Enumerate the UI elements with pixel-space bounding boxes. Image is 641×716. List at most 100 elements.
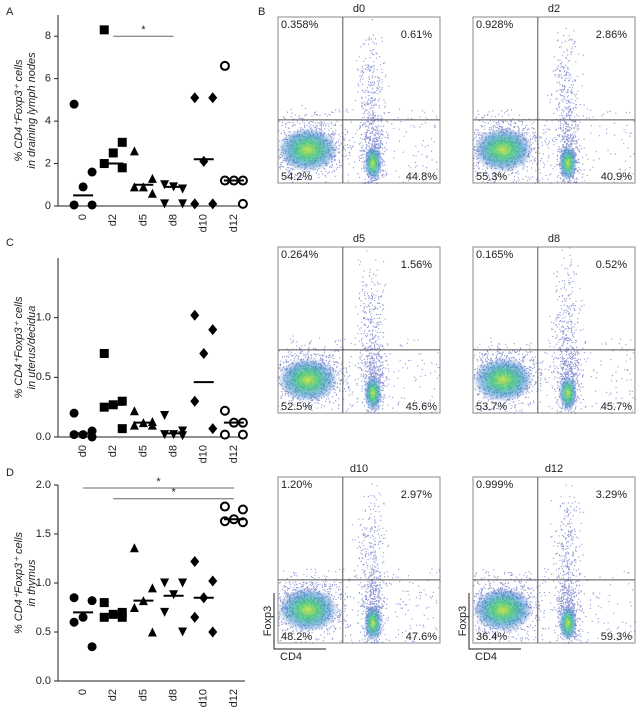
y-tick-label: 1.0	[36, 577, 51, 589]
quadrant-label: 0.165%	[476, 249, 514, 261]
dot	[99, 612, 109, 622]
y-axis-label: in draining lymph nodes	[26, 52, 38, 169]
dot	[199, 347, 209, 359]
dot	[219, 60, 230, 71]
quadrant-label: 52.5%	[281, 401, 312, 413]
significance-label: *	[171, 487, 176, 499]
dot	[87, 432, 97, 442]
y-axis-label: % CD4⁺Foxp3⁺ cells	[13, 296, 25, 399]
dot	[208, 626, 218, 638]
x-tick-label: d0	[77, 445, 89, 457]
panel-letter: A	[6, 6, 14, 18]
flow-title: d0	[353, 3, 365, 15]
quadrant-label: 45.6%	[406, 401, 437, 413]
flow-y-label: Foxp3	[262, 606, 274, 637]
density	[364, 145, 382, 182]
density	[559, 375, 577, 412]
density	[473, 587, 533, 632]
y-tick-label: 1.5	[36, 528, 51, 540]
y-axis-label: in thymus	[26, 559, 38, 607]
x-tick-label: 0	[77, 689, 89, 695]
dot	[190, 92, 200, 104]
x-tick-label: d8	[167, 214, 179, 226]
dot	[147, 173, 157, 183]
axis-arrow	[468, 593, 521, 650]
flow-title: d12	[545, 463, 563, 475]
y-tick-label: 0.0	[36, 675, 51, 687]
quadrant-label: 0.928%	[476, 19, 514, 31]
dot	[190, 395, 200, 407]
dot	[147, 627, 157, 637]
dot	[78, 430, 88, 440]
y-tick-label: 8	[45, 30, 51, 42]
x-tick-label: d2	[107, 214, 119, 226]
quadrant-label: 40.9%	[601, 171, 632, 183]
y-tick-label: 4	[45, 115, 51, 127]
dot	[138, 182, 148, 192]
dot	[147, 420, 157, 430]
density	[559, 145, 577, 182]
dot	[69, 617, 79, 627]
axis	[57, 258, 245, 438]
dot	[160, 411, 170, 421]
dot	[69, 593, 79, 603]
x-tick-label: d10	[198, 689, 210, 707]
density	[473, 357, 533, 402]
density	[559, 605, 577, 642]
quadrant-label: 0.264%	[281, 249, 319, 261]
dot	[117, 396, 127, 406]
x-tick-label: d8	[167, 689, 179, 701]
x-tick-label: d8	[167, 445, 179, 457]
dot	[99, 402, 109, 412]
dot	[178, 199, 188, 209]
x-tick-label: d12	[228, 445, 240, 463]
density	[473, 127, 533, 172]
dot	[87, 167, 97, 177]
dot	[190, 309, 200, 321]
dot	[117, 163, 127, 173]
dot	[129, 406, 139, 416]
dot	[169, 430, 179, 440]
x-tick-label: d12	[228, 214, 240, 232]
x-tick-label: d12	[228, 689, 240, 707]
quadrant-label: 47.6%	[406, 631, 437, 643]
dot	[208, 324, 218, 336]
flow-x-label: CD4	[475, 651, 497, 663]
dot	[160, 430, 170, 440]
quadrant-label: 48.2%	[281, 631, 312, 643]
dot	[237, 198, 248, 209]
dot	[160, 578, 170, 588]
x-tick-label: d5	[137, 214, 149, 226]
dot	[69, 430, 79, 440]
y-tick-label: 0.5	[36, 626, 51, 638]
flow-title: d8	[548, 233, 560, 245]
dot	[190, 611, 200, 623]
significance-label: *	[141, 24, 146, 36]
y-tick-label: 0	[45, 200, 51, 212]
significance-label: *	[156, 476, 161, 488]
flow-title: d10	[350, 463, 368, 475]
dot	[129, 146, 139, 156]
quadrant-label: 0.999%	[476, 479, 514, 491]
dot	[160, 607, 170, 617]
dot	[199, 155, 209, 167]
dot	[117, 137, 127, 147]
dot	[160, 199, 170, 209]
y-tick-label: 1.0	[36, 312, 51, 324]
x-tick-label: d10	[198, 445, 210, 463]
flow-x-label: CD4	[280, 651, 302, 663]
quadrant-label: 1.20%	[281, 479, 312, 491]
panel-letter: D	[6, 467, 14, 479]
dot	[99, 25, 109, 35]
dot	[78, 612, 88, 622]
dot	[108, 148, 118, 158]
axis-arrow	[273, 593, 326, 650]
x-tick-label: d5	[137, 689, 149, 701]
dot	[237, 504, 248, 515]
dot	[178, 627, 188, 637]
quadrant-label: 53.7%	[476, 401, 507, 413]
dot	[219, 501, 230, 512]
y-axis-label: in uterus/decidua	[26, 306, 38, 390]
density	[364, 605, 382, 642]
